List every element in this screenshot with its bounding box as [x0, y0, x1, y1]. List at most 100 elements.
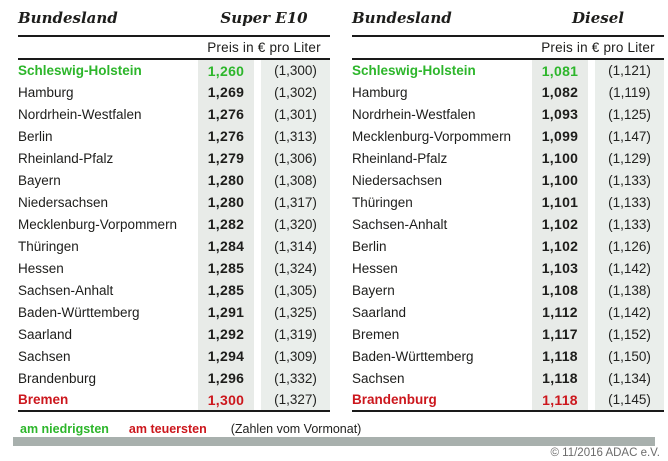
previous-month-price: (1,145): [595, 389, 664, 412]
table-row: Sachsen 1,294 (1,309): [18, 345, 330, 367]
bottom-divider-bar: [13, 437, 655, 446]
current-price: 1,102: [532, 235, 588, 257]
state-name: Berlin: [352, 238, 387, 254]
super-e10-table: Bundesland Super E10 Preis in € pro Lite…: [18, 6, 330, 412]
previous-month-price: (1,314): [261, 235, 330, 257]
column-gap: [254, 367, 261, 389]
state-name: Berlin: [18, 128, 53, 144]
current-price: 1,117: [532, 323, 588, 345]
current-price: 1,103: [532, 257, 588, 279]
state-name: Bremen: [352, 326, 400, 342]
current-price: 1,276: [198, 103, 254, 125]
table-row: Hamburg 1,082 (1,119): [352, 81, 664, 103]
previous-month-price: (1,138): [595, 279, 664, 301]
previous-month-price: (1,134): [595, 367, 664, 389]
column-gap: [588, 257, 595, 279]
previous-month-price: (1,150): [595, 345, 664, 367]
previous-month-price: (1,126): [595, 235, 664, 257]
column-gap: [588, 59, 595, 81]
previous-month-price: (1,133): [595, 169, 664, 191]
column-gap: [254, 301, 261, 323]
previous-month-price: (1,305): [261, 279, 330, 301]
state-name: Niedersachsen: [352, 172, 443, 188]
table-row: Bremen 1,300 (1,327): [18, 389, 330, 412]
column-gap: [588, 213, 595, 235]
table-row: Schleswig-Holstein 1,081 (1,121): [352, 59, 664, 81]
table-row: Schleswig-Holstein 1,260 (1,300): [18, 59, 330, 81]
table-row: Hessen 1,103 (1,142): [352, 257, 664, 279]
table-header-row: Bundesland Diesel: [352, 6, 664, 37]
column-gap: [254, 81, 261, 103]
current-price: 1,118: [532, 367, 588, 389]
previous-month-price: (1,133): [595, 213, 664, 235]
super-e10-rows: Schleswig-Holstein 1,260 (1,300) Hamburg 1,2…: [18, 59, 330, 412]
current-price: 1,118: [532, 389, 588, 412]
current-price: 1,280: [198, 191, 254, 213]
column-gap: [588, 191, 595, 213]
unit-header: Preis in € pro Liter: [198, 36, 330, 60]
previous-month-price: (1,119): [595, 81, 664, 103]
table-header-row: Bundesland Super E10: [18, 6, 330, 37]
column-gap: [254, 103, 261, 125]
legend-highest-label: am teuersten: [128, 422, 207, 436]
copyright-text: © 11/2016 ADAC e.V.: [550, 447, 661, 459]
state-name: Sachsen: [18, 348, 71, 364]
state-name: Sachsen-Anhalt: [352, 216, 448, 232]
table-row: Nordrhein-Westfalen 1,093 (1,125): [352, 103, 664, 125]
current-price: 1,093: [532, 103, 588, 125]
previous-month-price: (1,306): [261, 147, 330, 169]
fuel-type-header: Diesel: [532, 6, 664, 37]
column-gap: [588, 103, 595, 125]
legend: am niedrigsten am teuersten (Zahlen vom …: [20, 422, 668, 436]
current-price: 1,081: [532, 59, 588, 81]
table-row: Rheinland-Pfalz 1,100 (1,129): [352, 147, 664, 169]
empty-cell: [18, 36, 198, 60]
column-gap: [588, 279, 595, 301]
column-gap: [254, 345, 261, 367]
current-price: 1,100: [532, 169, 588, 191]
table-row: Sachsen-Anhalt 1,285 (1,305): [18, 279, 330, 301]
state-name: Thüringen: [18, 238, 79, 254]
previous-month-price: (1,301): [261, 103, 330, 125]
state-name: Saarland: [18, 326, 73, 342]
current-price: 1,100: [532, 147, 588, 169]
state-name: Baden-Württemberg: [18, 304, 140, 320]
table-row: Sachsen 1,118 (1,134): [352, 367, 664, 389]
previous-month-price: (1,147): [595, 125, 664, 147]
state-name: Bayern: [352, 282, 395, 298]
table-row: Baden-Württemberg 1,118 (1,150): [352, 345, 664, 367]
current-price: 1,285: [198, 257, 254, 279]
state-name: Brandenburg: [352, 389, 532, 412]
current-price: 1,282: [198, 213, 254, 235]
state-name: Hessen: [352, 260, 398, 276]
state-name: Schleswig-Holstein: [352, 63, 476, 78]
table-row: Mecklenburg-Vorpommern 1,099 (1,147): [352, 125, 664, 147]
empty-cell: [352, 36, 532, 60]
state-name: Brandenburg: [18, 370, 97, 386]
column-gap: [254, 169, 261, 191]
table-row: Thüringen 1,284 (1,314): [18, 235, 330, 257]
state-name: Saarland: [352, 304, 407, 320]
current-price: 1,118: [532, 345, 588, 367]
table-row: Sachsen-Anhalt 1,102 (1,133): [352, 213, 664, 235]
current-price: 1,269: [198, 81, 254, 103]
tables-container: Bundesland Super E10 Preis in € pro Lite…: [18, 6, 664, 412]
current-price: 1,280: [198, 169, 254, 191]
state-name: Bremen: [18, 389, 198, 412]
current-price: 1,292: [198, 323, 254, 345]
table-row: Nordrhein-Westfalen 1,276 (1,301): [18, 103, 330, 125]
previous-month-price: (1,317): [261, 191, 330, 213]
state-column-header: Bundesland: [18, 6, 198, 37]
previous-month-price: (1,142): [595, 257, 664, 279]
table-row: Rheinland-Pfalz 1,279 (1,306): [18, 147, 330, 169]
previous-month-price: (1,125): [595, 103, 664, 125]
column-gap: [588, 323, 595, 345]
current-price: 1,108: [532, 279, 588, 301]
table-row: Saarland 1,292 (1,319): [18, 323, 330, 345]
state-name: Nordrhein-Westfalen: [352, 106, 476, 122]
unit-header: Preis in € pro Liter: [532, 36, 664, 60]
previous-month-price: (1,327): [261, 389, 330, 412]
table-row: Brandenburg 1,118 (1,145): [352, 389, 664, 412]
column-gap: [588, 147, 595, 169]
